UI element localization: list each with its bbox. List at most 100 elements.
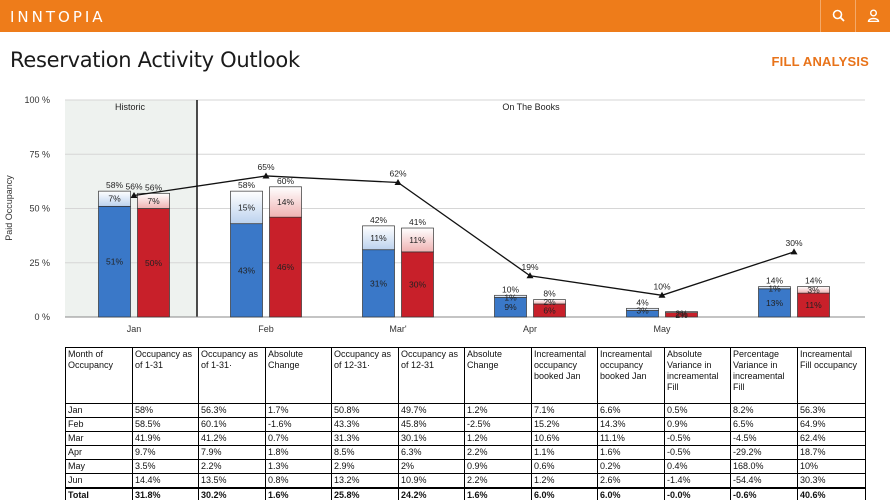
table-cell: Feb	[65, 417, 133, 432]
fill-analysis-link[interactable]: FILL ANALYSIS	[771, 54, 869, 69]
bar-base-label: 2%	[675, 310, 688, 320]
table-cell: -54.4%	[730, 473, 798, 489]
table-cell: 0.9%	[464, 459, 532, 474]
table-cell: Apr	[65, 445, 133, 460]
bar-base-label: 6%	[543, 305, 556, 315]
red-top-bar	[137, 192, 170, 209]
table-row: Mar 41.9% 41.2% 0.7% 31.3% 30.1% 1.2% 10.6% 11.1…	[65, 431, 866, 446]
table-row: May 3.5% 2.2% 1.3% 2.9% 2% 0.9% 0.6% 0.2% 0.4% 168…	[65, 459, 866, 474]
column-header: Occupancy as of 12-31	[398, 347, 465, 404]
top-bar: INNTOPIA	[0, 0, 890, 32]
table-cell: 13.2%	[331, 473, 399, 489]
table-cell: 7.1%	[531, 403, 598, 418]
table-cell: 10.6%	[531, 431, 598, 446]
section-label-historic: Historic	[115, 102, 146, 112]
bar-total-label: 41%	[409, 217, 426, 227]
table-cell: 14.4%	[132, 473, 199, 489]
line-point	[130, 191, 138, 198]
table-cell: 43.3%	[331, 417, 399, 432]
bar-base-label: 50%	[145, 258, 162, 268]
blue-top-bar	[230, 190, 263, 225]
bar-base-label: 13%	[766, 298, 783, 308]
total-cell: 1.6%	[265, 487, 332, 500]
total-cell: 30.2%	[198, 487, 266, 500]
y-tick-label: 100 %	[24, 95, 50, 105]
red-base-bar	[401, 251, 434, 318]
y-tick-label: 0 %	[34, 312, 50, 322]
bar-total-label: 10%	[502, 284, 519, 294]
bar-base-label: 9%	[504, 302, 517, 312]
line-point	[790, 248, 798, 255]
table-cell: 60.1%	[198, 417, 266, 432]
total-cell: 1.6%	[464, 487, 532, 500]
bar-total-label: 14%	[805, 276, 822, 286]
table-cell: 56.3%	[797, 403, 866, 418]
table-cell: 0.6%	[531, 459, 598, 474]
column-header: Month of Occupancy	[65, 347, 133, 404]
table-cell: 0.5%	[664, 403, 731, 418]
table-cell: 10.9%	[398, 473, 465, 489]
table-cell: -1.6%	[265, 417, 332, 432]
table-total-row: Total 31.8% 30.2% 1.6% 25.8% 24.2% 1.6% 6.0% 6.0…	[65, 487, 866, 500]
x-tick-label: Feb	[258, 324, 274, 334]
y-tick-label: 75 %	[29, 149, 50, 159]
table-cell: 45.8%	[398, 417, 465, 432]
line-point-label: 56%	[125, 181, 142, 191]
table-cell: 15.2%	[531, 417, 598, 432]
table-cell: -0.5%	[664, 431, 731, 446]
bar-top-label: 7%	[108, 194, 121, 204]
user-button[interactable]	[855, 0, 890, 32]
bar-total-label: 8%	[543, 289, 556, 299]
table-cell: 6.3%	[398, 445, 465, 460]
table-cell: 1.2%	[464, 431, 532, 446]
table-cell: 41.9%	[132, 431, 199, 446]
table-cell: 49.7%	[398, 403, 465, 418]
table-cell: -1.4%	[664, 473, 731, 489]
bar-base-label: 30%	[409, 279, 426, 289]
table-cell: -29.2%	[730, 445, 798, 460]
line-point	[394, 178, 402, 185]
table-cell: 10%	[797, 459, 866, 474]
bar-top-label: 15%	[238, 202, 255, 212]
table-cell: May	[65, 459, 133, 474]
table-cell: 0.7%	[265, 431, 332, 446]
table-row: Apr 9.7% 7.9% 1.8% 8.5% 6.3% 2.2% 1.1% 1.6% -0.5%…	[65, 445, 866, 460]
total-cell: -0.0%	[664, 487, 731, 500]
column-header: Absolute Change	[265, 347, 332, 404]
table-cell: 8.5%	[331, 445, 399, 460]
column-header: Absolute Change	[464, 347, 532, 404]
table-cell: 50.8%	[331, 403, 399, 418]
table-cell: 2.2%	[464, 445, 532, 460]
bar-top-label: 11%	[409, 235, 426, 245]
bar-base-label: 51%	[106, 257, 123, 267]
column-header: Absolute Variance in increamental Fill	[664, 347, 731, 404]
app-logo[interactable]: INNTOPIA	[10, 8, 106, 26]
line-point	[658, 291, 666, 298]
blue-base-bar	[230, 223, 263, 318]
table-cell: 1.3%	[265, 459, 332, 474]
bar-top-label: 3%	[807, 285, 820, 295]
table-cell: 6.5%	[730, 417, 798, 432]
table-cell: 9.7%	[132, 445, 199, 460]
column-header: Increamental Fill occupancy	[797, 347, 866, 404]
table-cell: 62.4%	[797, 431, 866, 446]
table-row: Jan 58% 56.3% 1.7% 50.8% 49.7% 1.2% 7.1% 6.6% 0.5…	[65, 403, 866, 418]
fill-line	[133, 175, 795, 296]
section-label-on-the-books: On The Books	[502, 102, 560, 112]
bar-base-label: 31%	[370, 278, 387, 288]
table-header-row: Month of Occupancy Occupancy as of 1-31 Oc…	[65, 347, 866, 404]
column-header: Increamental occupancy booked Jan	[597, 347, 665, 404]
table-row: Jun 14.4% 13.5% 0.8% 13.2% 10.9% 2.2% 1.2% 2.6% -…	[65, 473, 866, 489]
table-cell: -0.5%	[664, 445, 731, 460]
table-cell: 3.5%	[132, 459, 199, 474]
line-point-label: 62%	[389, 168, 406, 178]
y-tick-label: 50 %	[29, 204, 50, 214]
table-cell: 168.0%	[730, 459, 798, 474]
bar-total-label: 14%	[766, 276, 783, 286]
total-cell: 40.6%	[797, 487, 866, 500]
table-cell: 13.5%	[198, 473, 266, 489]
table-cell: 6.6%	[597, 403, 665, 418]
column-header: Occupancy as of 1-31	[132, 347, 199, 404]
table-cell: 1.7%	[265, 403, 332, 418]
search-button[interactable]	[820, 0, 855, 32]
